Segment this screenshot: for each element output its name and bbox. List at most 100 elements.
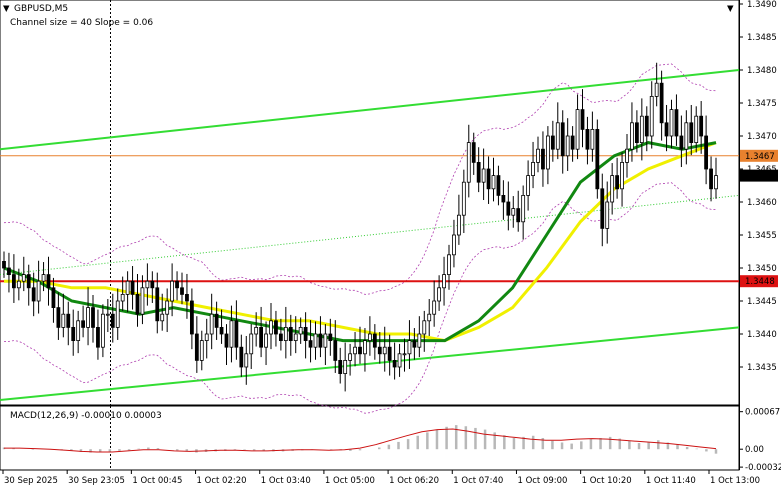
candle-bear — [96, 326, 100, 348]
candle-bull — [565, 135, 570, 157]
candle-bear — [110, 313, 115, 328]
candle-bear — [130, 280, 135, 295]
candle-bull — [170, 280, 175, 302]
candle-bull — [244, 353, 249, 368]
candle-bear — [91, 307, 95, 328]
candle-bear — [155, 287, 160, 322]
price-tick-label: 1.3445 — [747, 297, 777, 307]
candle-bull — [402, 353, 407, 356]
candle-bull — [254, 326, 259, 335]
candle-bull — [61, 313, 66, 328]
price-tick-label: 1.3480 — [747, 66, 777, 76]
candle-bull — [343, 359, 348, 374]
level-price-label: 1.3467 — [745, 152, 775, 162]
candle-bull — [293, 333, 298, 341]
channel-middle-line — [0, 194, 740, 276]
candle-bull — [531, 161, 535, 176]
time-tick-label: 1 Oct 00:45 — [132, 476, 182, 486]
candle-bear — [31, 287, 36, 302]
candle-bear — [56, 307, 61, 328]
candle-bear — [308, 340, 313, 348]
candle-bull — [76, 320, 81, 341]
candle-bull — [120, 293, 125, 302]
candle-bear — [541, 148, 545, 170]
candle-bear — [2, 260, 6, 269]
channel-upper-line — [0, 69, 740, 151]
candle-bull — [639, 115, 644, 143]
candle-bull — [367, 333, 372, 341]
price-tick-label: 1.3470 — [747, 132, 777, 142]
candle-bear — [570, 135, 575, 150]
candle-bear — [372, 333, 377, 348]
candle-bull — [620, 161, 624, 190]
candle-bull — [100, 313, 105, 348]
macd-tick-label: -0.00032 — [745, 463, 781, 473]
candle-bull — [590, 128, 595, 150]
candle-bull — [442, 274, 446, 289]
price-axis: 1.34901.34851.34801.34751.34701.34651.34… — [739, 0, 778, 373]
level-price-tag — [740, 275, 778, 288]
current-price-label: 1.3464 — [745, 172, 775, 182]
candle-bull — [427, 313, 432, 322]
time-axis: 30 Sep 2025 30 Sep 23:05 1 Oct 00:45 1 Oct … — [2, 470, 760, 486]
candle-bull — [432, 300, 437, 315]
macd-panel-area[interactable] — [0, 405, 740, 471]
candle-bear — [303, 326, 308, 341]
candle-bear — [476, 161, 481, 183]
candle-bear — [7, 267, 11, 275]
candle-bear — [634, 122, 639, 144]
candle-bear — [580, 109, 585, 130]
candle-bull — [397, 353, 402, 368]
candle-bear — [412, 340, 417, 348]
candle-bull — [575, 109, 580, 150]
candle-bull — [649, 96, 654, 137]
candle-bull — [605, 201, 610, 229]
candle-bear — [644, 115, 649, 137]
candle-bear — [11, 274, 16, 289]
time-tick-label: 1 Oct 03:40 — [261, 476, 311, 486]
candle-bull — [16, 280, 21, 289]
candle-bear — [377, 346, 382, 355]
candle-bull — [41, 274, 46, 282]
level-price-label: 1.3448 — [745, 277, 775, 287]
candle-bear — [239, 346, 244, 368]
candle-bear — [333, 340, 338, 361]
candle-bear — [471, 142, 476, 163]
candle-bear — [600, 188, 605, 229]
candle-bear — [387, 346, 392, 361]
candle-bear — [674, 109, 679, 137]
candle-bear — [486, 168, 491, 190]
candle-bear — [664, 122, 669, 137]
time-tick-label: 1 Oct 02:20 — [197, 476, 247, 486]
symbol-triangle-icon[interactable]: ▼ — [3, 4, 10, 14]
candle-bull — [264, 333, 268, 348]
price-tick-label: 1.3435 — [747, 363, 777, 373]
price-tick-label: 1.3455 — [747, 231, 777, 241]
candle-bull — [204, 333, 209, 341]
candle-bull — [417, 333, 422, 348]
time-tick-label: 1 Oct 06:20 — [389, 476, 439, 486]
candle-bull — [610, 175, 615, 203]
channel-indicator-label: Channel size = 40 Slope = 0.06 — [10, 18, 153, 28]
candle-bear — [689, 122, 694, 144]
candle-bull — [165, 300, 170, 315]
candle-bull — [283, 326, 288, 341]
macd-axis: 0.00067 0.00 -0.00032 — [739, 408, 781, 473]
candle-bear — [185, 293, 189, 302]
candle-bull — [36, 280, 41, 302]
scroll-arrow-icon[interactable]: ▼ — [727, 4, 734, 14]
time-tick-label: 1 Oct 05:00 — [325, 476, 375, 486]
macd-label: MACD(12,26,9) -0.00010 0.00003 — [10, 411, 162, 421]
candle-bull — [363, 340, 367, 355]
candle-bull — [536, 148, 540, 163]
candle-bear — [516, 208, 521, 223]
channel-lower-line — [0, 326, 740, 401]
candle-bull — [545, 135, 550, 170]
time-tick-label: 30 Sep 2025 — [4, 476, 58, 486]
candle-bull — [555, 122, 560, 150]
candle-bull — [521, 194, 526, 223]
candle-bear — [328, 333, 333, 341]
candle-bear — [194, 333, 199, 361]
candle-bull — [481, 168, 486, 183]
